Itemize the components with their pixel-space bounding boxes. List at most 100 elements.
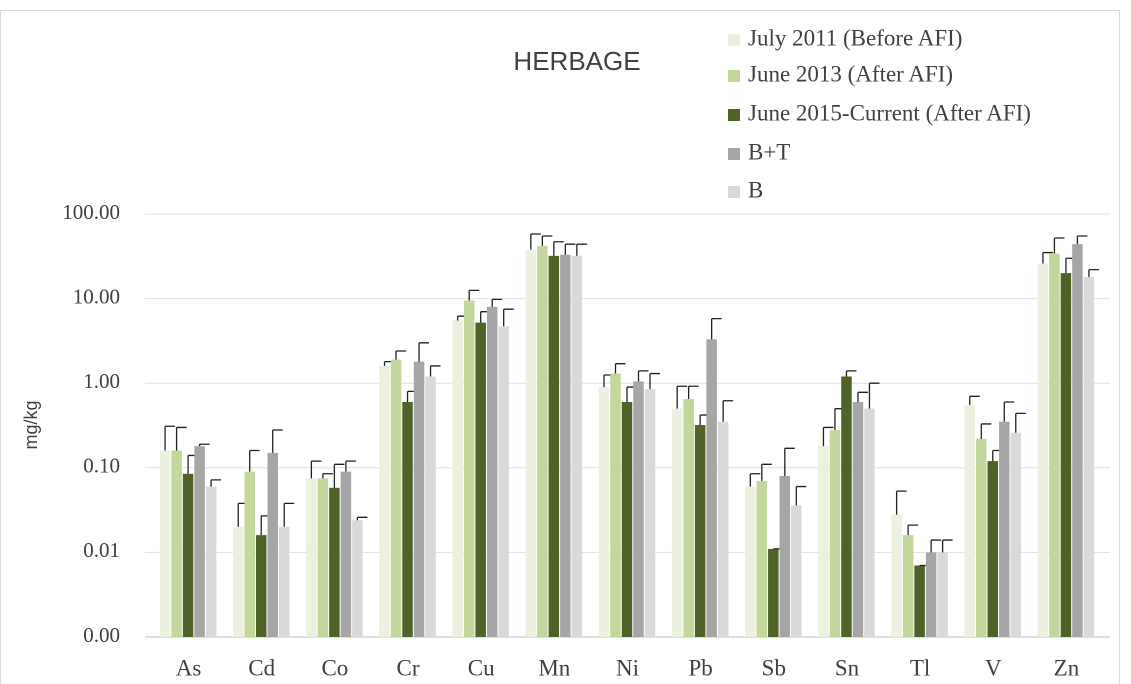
bar — [779, 475, 791, 637]
bar — [182, 473, 194, 637]
x-tick-label: As — [176, 655, 202, 680]
error-bar — [1088, 268, 1099, 278]
error-bar — [418, 342, 430, 362]
bar — [498, 326, 509, 637]
bar — [571, 255, 583, 637]
bar — [463, 300, 475, 637]
x-tick-label: Ni — [616, 655, 639, 680]
bar — [694, 425, 706, 637]
error-bar — [1003, 401, 1015, 422]
bar — [1060, 273, 1072, 637]
bar — [402, 401, 413, 637]
x-tick-label: Tl — [910, 655, 930, 680]
bar — [537, 245, 548, 637]
x-tick-label: Co — [321, 655, 348, 680]
error-bar — [283, 502, 295, 527]
bar — [768, 548, 779, 637]
legend-swatch — [728, 109, 740, 121]
error-bar — [749, 473, 761, 487]
error-bar — [676, 385, 688, 409]
error-bar — [356, 516, 368, 521]
error-bar — [322, 473, 333, 479]
bar — [194, 446, 205, 637]
bar — [706, 339, 717, 637]
bar — [717, 421, 729, 637]
legend-label: B+T — [748, 139, 790, 164]
error-bar — [491, 298, 503, 307]
error-bar — [175, 426, 187, 451]
bar — [621, 401, 633, 637]
error-bar — [395, 350, 407, 360]
bar — [1083, 277, 1095, 637]
bar — [1037, 263, 1049, 637]
error-bar — [761, 463, 772, 481]
error-bar — [272, 429, 283, 453]
error-bar — [795, 485, 807, 506]
bar — [205, 486, 217, 637]
y-tick-label: 10.00 — [73, 284, 120, 308]
bar — [644, 389, 656, 637]
legend-swatch — [728, 148, 740, 160]
bar — [306, 478, 317, 637]
error-bar — [711, 317, 722, 340]
error-bar — [1015, 412, 1026, 433]
x-tick-label: Mn — [538, 655, 570, 680]
bar — [925, 552, 937, 637]
error-bar — [722, 400, 734, 422]
bar — [891, 514, 902, 637]
bar — [914, 565, 925, 637]
x-tick-label: Pb — [689, 655, 713, 680]
bar — [683, 399, 694, 637]
y-tick-label: 0.01 — [83, 538, 120, 562]
y-tick-label: 0.10 — [83, 454, 120, 478]
x-tick-label: Cu — [468, 655, 495, 680]
error-bar — [249, 449, 260, 472]
bar — [852, 401, 864, 637]
bar — [352, 520, 363, 637]
error-bar — [614, 363, 626, 374]
bar — [244, 471, 255, 637]
error-bar — [907, 524, 919, 536]
error-bar — [541, 235, 553, 246]
bar — [475, 322, 486, 637]
bar — [425, 376, 436, 637]
x-tick-label: V — [985, 655, 1002, 680]
x-tick-label: Zn — [1054, 655, 1080, 680]
bar — [756, 480, 768, 637]
legend-label: July 2011 (Before AFI) — [748, 25, 962, 50]
error-bar — [198, 443, 210, 447]
legend-swatch — [728, 70, 740, 82]
bar — [159, 450, 171, 637]
bar — [841, 376, 852, 637]
error-bar — [164, 425, 176, 451]
bar — [1010, 432, 1022, 637]
error-bar — [969, 395, 980, 406]
x-tick-label: Sb — [762, 655, 786, 680]
error-bar — [564, 243, 576, 255]
bar — [560, 254, 571, 638]
y-tick-label: 0.00 — [83, 623, 120, 647]
error-bar — [857, 391, 868, 402]
error-bar — [649, 372, 660, 390]
bar — [340, 471, 352, 637]
bar — [548, 255, 560, 637]
bar — [413, 361, 425, 637]
error-bar — [688, 385, 699, 400]
error-bar — [429, 365, 441, 377]
bar — [671, 408, 683, 637]
error-bar — [941, 539, 953, 553]
bar — [1049, 253, 1060, 637]
x-tick-label: Sn — [835, 655, 860, 680]
bar — [379, 365, 390, 637]
legend-swatch — [728, 186, 740, 198]
bar — [486, 306, 498, 637]
bar — [745, 486, 756, 637]
bar — [267, 452, 278, 637]
error-bar — [1053, 237, 1065, 254]
error-bar — [310, 460, 322, 479]
bar — [255, 535, 267, 637]
error-bar — [980, 423, 992, 439]
error-bar — [784, 447, 795, 476]
bar — [317, 478, 329, 637]
